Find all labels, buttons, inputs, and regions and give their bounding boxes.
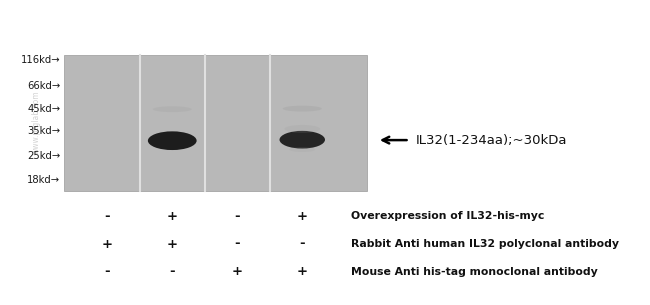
Text: -: - bbox=[300, 238, 305, 250]
Text: IL32(1-234aa);~30kDa: IL32(1-234aa);~30kDa bbox=[416, 134, 567, 147]
Ellipse shape bbox=[153, 106, 192, 112]
Text: 116kd→: 116kd→ bbox=[21, 55, 60, 65]
Text: +: + bbox=[232, 265, 242, 278]
Text: Overexpression of IL32-his-myc: Overexpression of IL32-his-myc bbox=[351, 211, 545, 221]
Ellipse shape bbox=[285, 125, 320, 133]
Text: 45kd→: 45kd→ bbox=[27, 104, 60, 114]
Text: 18kd→: 18kd→ bbox=[27, 175, 60, 185]
Text: 25kd→: 25kd→ bbox=[27, 152, 60, 161]
Text: -: - bbox=[170, 265, 175, 278]
Bar bbox=[64, 55, 367, 191]
Text: 66kd→: 66kd→ bbox=[27, 81, 60, 91]
Text: +: + bbox=[167, 210, 177, 223]
Text: +: + bbox=[297, 210, 307, 223]
Text: -: - bbox=[105, 210, 110, 223]
Text: -: - bbox=[235, 210, 240, 223]
Text: +: + bbox=[167, 238, 177, 250]
Ellipse shape bbox=[283, 106, 322, 112]
Ellipse shape bbox=[289, 147, 315, 152]
Text: www.ptglab.com: www.ptglab.com bbox=[31, 90, 40, 154]
Text: Mouse Anti his-tag monoclonal antibody: Mouse Anti his-tag monoclonal antibody bbox=[351, 267, 598, 277]
Text: -: - bbox=[105, 265, 110, 278]
Text: Rabbit Anti human IL32 polyclonal antibody: Rabbit Anti human IL32 polyclonal antibo… bbox=[351, 239, 619, 249]
Text: 35kd→: 35kd→ bbox=[27, 126, 60, 136]
Ellipse shape bbox=[148, 131, 196, 150]
Text: +: + bbox=[102, 238, 112, 250]
Text: -: - bbox=[235, 238, 240, 250]
Text: +: + bbox=[297, 265, 307, 278]
Ellipse shape bbox=[280, 131, 325, 149]
